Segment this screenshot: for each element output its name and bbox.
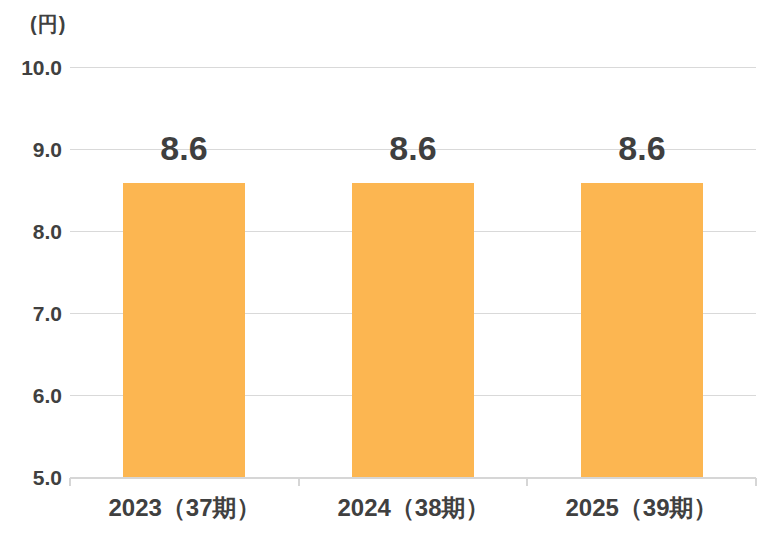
y-tick-label: 10.0 <box>0 57 62 78</box>
x-axis-label: 2024（38期） <box>299 494 528 522</box>
y-tick-label: 6.0 <box>0 385 62 406</box>
y-axis-unit-label: (円) <box>30 11 66 38</box>
x-axis-label: 2023（37期） <box>70 494 299 522</box>
x-axis-line <box>70 477 756 479</box>
x-axis-tick-mark <box>526 478 528 486</box>
y-tick-label: 7.0 <box>0 303 62 324</box>
y-tick-label: 8.0 <box>0 221 62 242</box>
x-axis-label: 2025（39期） <box>527 494 756 522</box>
bar-value-label: 8.6 <box>104 131 264 165</box>
y-tick-label: 9.0 <box>0 139 62 160</box>
bar <box>352 183 474 478</box>
gridline <box>70 67 756 68</box>
bar-value-label: 8.6 <box>562 131 722 165</box>
x-axis-tick-mark <box>298 478 300 486</box>
bar-value-label: 8.6 <box>333 131 493 165</box>
bar <box>123 183 245 478</box>
x-axis-tick-mark <box>69 478 71 486</box>
y-tick-label: 5.0 <box>0 467 62 488</box>
x-axis-tick-mark <box>755 478 757 486</box>
bar <box>581 183 703 478</box>
bar-chart: (円) 10.0 9.0 8.0 7.0 6.0 5.0 8.6 2023（37期） 8.6 20… <box>0 0 777 535</box>
